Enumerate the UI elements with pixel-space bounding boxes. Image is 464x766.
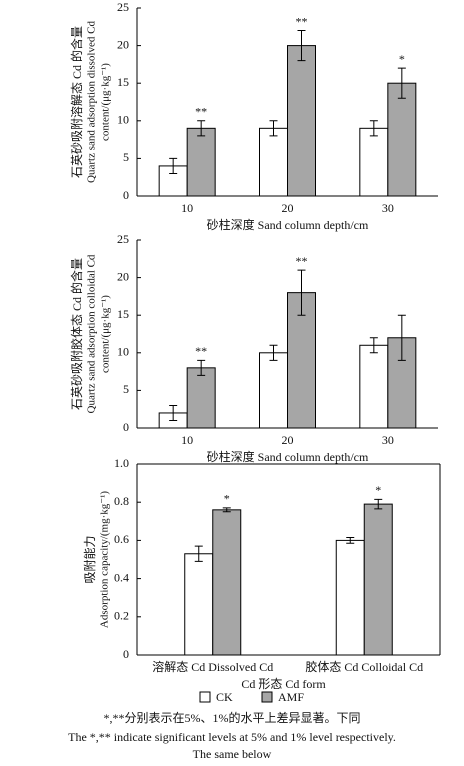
significance-label: **: [195, 105, 207, 119]
error-bar: [397, 67, 406, 99]
legend-label: AMF: [278, 690, 304, 704]
y-tick-label: 0.6: [114, 532, 129, 546]
error-bar: [222, 507, 231, 513]
x-tick-label: 10: [181, 201, 193, 215]
y-axis-label: 石英砂吸附胶体态 Cd 的含量: [69, 258, 84, 410]
significance-label: **: [296, 254, 308, 268]
bar: [359, 344, 389, 429]
x-axis-label: Cd 形态 Cd form: [241, 677, 326, 691]
y-tick-label: 20: [117, 37, 129, 51]
note: The same below: [193, 747, 272, 761]
x-tick-label: 20: [282, 433, 294, 447]
bar: [359, 127, 389, 197]
y-tick-label: 25: [117, 0, 129, 14]
y-tick-label: 0: [123, 420, 129, 434]
y-tick-label: 10: [117, 113, 129, 127]
note: The *,** indicate significant levels at …: [68, 730, 396, 744]
legend-swatch: [261, 691, 273, 703]
bar: [287, 45, 316, 197]
error-bar: [194, 545, 203, 562]
significance-label: *: [399, 52, 405, 66]
error-bar: [269, 344, 278, 361]
significance-label: **: [296, 14, 308, 28]
bar: [186, 127, 216, 197]
bar: [259, 127, 288, 197]
error-bar: [169, 404, 178, 421]
error-bar: [369, 337, 378, 354]
error-bar: [297, 269, 306, 316]
legend-swatch: [199, 691, 211, 703]
y-axis-label: Quartz sand adsorption colloidal Cd: [86, 254, 98, 413]
y-tick-label: 25: [117, 232, 129, 246]
y-tick-label: 0.2: [114, 609, 129, 623]
y-tick-label: 0: [123, 188, 129, 202]
y-tick-label: 0: [123, 647, 129, 661]
y-axis-label: Quartz sand adsorption dissolved Cd: [86, 21, 98, 183]
y-tick-label: 0.8: [114, 494, 129, 508]
note: *,**分别表示在5%、1%的水平上差异显著。下同: [104, 710, 361, 725]
y-tick-label: 5: [123, 150, 129, 164]
x-tick-label: 20: [282, 201, 294, 215]
error-bar: [269, 120, 278, 137]
x-tick-label: 30: [382, 201, 394, 215]
bar: [212, 509, 242, 656]
y-tick-label: 20: [117, 269, 129, 283]
x-tick-label: 胶体态 Cd Colloidal Cd: [305, 659, 423, 674]
y-axis-label: 石英砂吸附溶解态 Cd 的含量: [69, 26, 84, 178]
bar: [363, 503, 393, 656]
bar: [259, 352, 288, 429]
error-bar: [346, 537, 355, 544]
x-axis-label: 砂柱深度 Sand column depth/cm: [207, 217, 369, 232]
y-tick-label: 0.4: [114, 570, 129, 584]
error-bar: [197, 359, 206, 376]
bar: [335, 539, 365, 656]
x-tick-label: 30: [382, 433, 394, 447]
significance-label: *: [375, 483, 381, 497]
bar: [387, 82, 417, 197]
error-bar: [197, 120, 206, 137]
x-tick-label: 溶解态 Cd Dissolved Cd: [152, 659, 273, 674]
y-tick-label: 1.0: [114, 456, 129, 470]
error-bar: [369, 120, 378, 137]
error-bar: [297, 30, 306, 62]
y-tick-label: 10: [117, 345, 129, 359]
y-tick-label: 5: [123, 382, 129, 396]
y-tick-label: 15: [117, 75, 129, 89]
y-tick-label: 15: [117, 307, 129, 321]
x-axis-label: 砂柱深度 Sand column depth/cm: [207, 449, 369, 464]
significance-label: *: [224, 492, 230, 506]
y-axis-label: content/(μg·kg⁻¹): [100, 63, 112, 141]
error-bar: [397, 314, 406, 361]
y-axis-label: Adsorption capacity/(mg·kg⁻¹): [99, 491, 111, 628]
y-axis-label: content/(μg·kg⁻¹): [100, 295, 112, 373]
bar: [184, 553, 214, 656]
y-axis-label: 吸附能力: [83, 535, 97, 583]
legend-label: CK: [216, 690, 233, 704]
x-tick-label: 10: [181, 433, 193, 447]
error-bar: [374, 498, 383, 510]
error-bar: [169, 157, 178, 174]
significance-label: **: [195, 344, 207, 358]
bar: [186, 367, 216, 429]
